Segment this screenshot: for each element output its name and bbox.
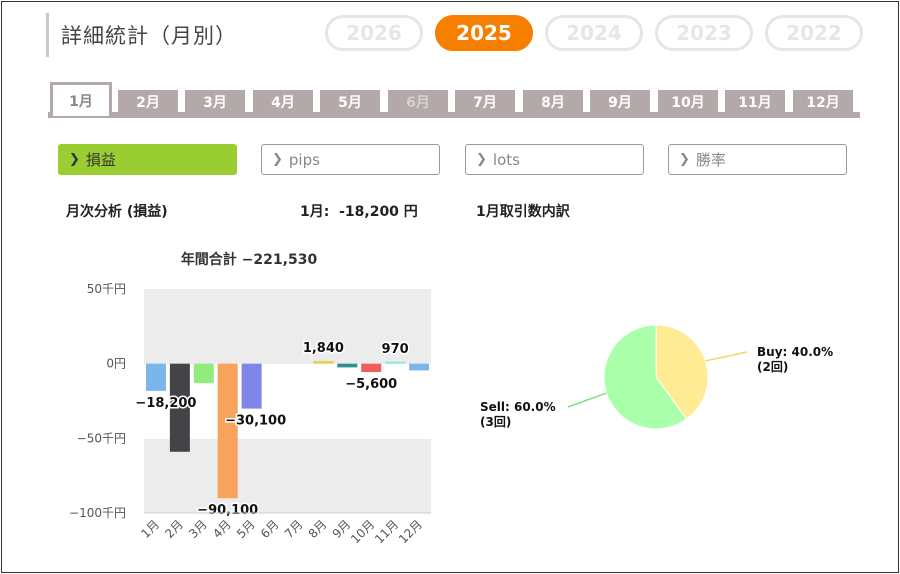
metric-label: lots	[492, 150, 520, 169]
metric-button-lots[interactable]: ❯ lots	[465, 144, 644, 175]
x-tick-label: 1月	[138, 517, 162, 541]
pie-slice-sell	[603, 324, 688, 430]
chevron-right-icon: ❯	[679, 152, 690, 167]
pie-connector	[567, 392, 607, 408]
bar-series	[145, 360, 430, 499]
chevron-right-icon: ❯	[272, 152, 283, 167]
bar-4月	[217, 363, 238, 499]
analysis-label: 月次分析 (損益)	[66, 204, 168, 220]
trade-breakdown-pie-chart: Buy: 40.0%(2回) Sell: 60.0%(3回)	[480, 324, 833, 430]
x-tick-label: 11月	[372, 517, 401, 546]
year-button[interactable]: 2026	[325, 15, 423, 51]
x-tick-label: 6月	[258, 517, 282, 541]
bar-9月	[337, 363, 358, 368]
bar-12月	[409, 363, 430, 371]
pie-slices	[603, 324, 709, 430]
tab-month[interactable]: 10月	[658, 90, 718, 114]
tab-month[interactable]: 3月	[185, 90, 245, 114]
data-labels: −18,200 −90,100 −30,100 1,840 −5,600 970	[134, 339, 410, 519]
bar-8月	[313, 360, 334, 364]
bar-3月	[193, 363, 214, 384]
chevron-right-icon: ❯	[69, 152, 80, 167]
tab-month-disabled: 6月	[388, 90, 448, 114]
bar-data-label: 1,840	[303, 341, 344, 356]
tab-month[interactable]: 4月	[253, 90, 313, 114]
tab-month-active[interactable]: 1月	[50, 82, 112, 116]
bar-1月	[145, 363, 166, 391]
x-tick-label: 7月	[282, 517, 306, 541]
tab-month[interactable]: 12月	[793, 90, 853, 114]
bar-data-label: −30,100	[225, 414, 286, 429]
chevron-right-icon: ❯	[476, 152, 487, 167]
pie-labels: Buy: 40.0%(2回) Sell: 60.0%(3回)	[480, 345, 833, 429]
page-title-block: 詳細統計（月別）	[46, 13, 237, 57]
year-button[interactable]: 2022	[765, 15, 863, 51]
x-tick-label: 2月	[162, 517, 186, 541]
month-tabs: 1月 2月 3月 4月 5月 6月 7月 8月 9月 10月 11月 12月	[48, 82, 860, 118]
year-button[interactable]: 2023	[655, 15, 753, 51]
bar-data-label: −18,200	[135, 396, 196, 411]
y-axis: 50千円 0円 −50千円 −100千円	[69, 282, 126, 520]
y-tick-label: −50千円	[77, 431, 126, 445]
chart-title: 年間合計 −221,530	[181, 251, 318, 268]
bar-11月	[385, 361, 406, 364]
bar-2月	[169, 363, 190, 452]
y-tick-label: 0円	[106, 357, 126, 371]
x-tick-label: 12月	[396, 517, 425, 546]
y-tick-label: −100千円	[69, 506, 126, 520]
pie-connector	[705, 351, 748, 362]
x-tick-label: 8月	[306, 517, 330, 541]
tab-month[interactable]: 11月	[725, 90, 785, 114]
metric-button-winrate[interactable]: ❯ 勝率	[668, 144, 847, 175]
pie-slice-count: (3回)	[480, 415, 511, 429]
bar-10月	[361, 363, 382, 373]
tab-month[interactable]: 8月	[523, 90, 583, 114]
plot-band	[144, 364, 431, 439]
pie-slice-label: Buy: 40.0%	[757, 345, 833, 359]
x-tick-label: 3月	[186, 517, 210, 541]
bar-5月	[241, 363, 262, 409]
x-tick-label: 5月	[234, 517, 258, 541]
tab-month[interactable]: 2月	[118, 90, 178, 114]
tab-month[interactable]: 7月	[455, 90, 515, 114]
metric-button-pnl[interactable]: ❯ 損益	[58, 144, 237, 175]
year-selector: 2026 2025 2024 2023 2022	[325, 15, 863, 51]
pie-slice-label: Sell: 60.0%	[480, 400, 556, 414]
metric-label: pips	[288, 150, 320, 169]
page-title: 詳細統計（月別）	[61, 24, 237, 48]
month-pnl-value: 1月: -18,200 円	[300, 204, 418, 220]
pie-slice-count: (2回)	[757, 360, 788, 374]
metric-label: 勝率	[695, 151, 726, 169]
y-tick-label: 50千円	[87, 282, 126, 296]
bar-data-label: −5,600	[345, 377, 397, 392]
x-tick-label: 4月	[210, 517, 234, 541]
year-button[interactable]: 2024	[545, 15, 643, 51]
metric-button-pips[interactable]: ❯ pips	[261, 144, 440, 175]
metric-label: 損益	[85, 151, 116, 169]
tab-month[interactable]: 5月	[320, 90, 380, 114]
x-tick-label: 10月	[348, 517, 377, 546]
tab-month[interactable]: 9月	[590, 90, 650, 114]
bar-data-label: 970	[382, 342, 409, 357]
year-button-active[interactable]: 2025	[435, 15, 533, 51]
breakdown-label: 1月取引数内訳	[476, 204, 570, 220]
bar-data-label: −90,100	[197, 503, 258, 518]
